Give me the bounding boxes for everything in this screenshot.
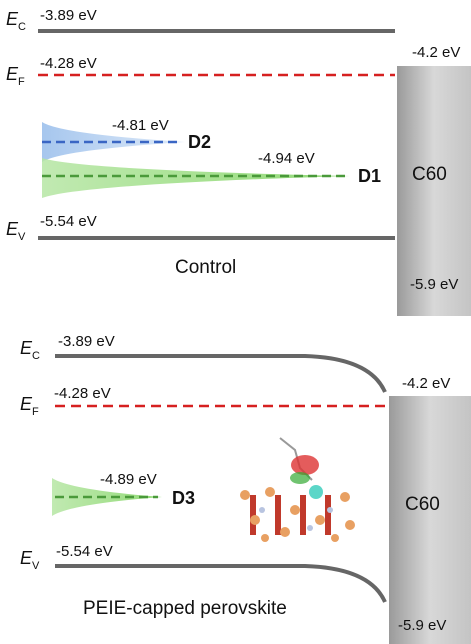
panel-caption: Control <box>175 257 236 278</box>
molecule-illustration <box>240 438 355 542</box>
panel-caption: PEIE-capped perovskite <box>83 598 287 619</box>
c60-bottom-label: -5.9 eV <box>398 617 446 634</box>
c60-bottom-label: -5.9 eV <box>410 276 458 293</box>
ev-subscript: V <box>32 560 40 572</box>
panel-peie: -4.2 eV C60 -5.9 eV E C -3.89 eV E F -4.… <box>20 333 471 644</box>
c60-top-label: -4.2 eV <box>402 375 450 392</box>
band-diagram: -4.2 eV C60 -5.9 eV E C -3.89 eV E F -4.… <box>0 0 471 644</box>
c60-top-label: -4.2 eV <box>412 44 460 61</box>
defect-d1-value: -4.94 eV <box>258 150 315 167</box>
ef-value: -4.28 eV <box>40 55 97 72</box>
c60-label: C60 <box>405 494 440 515</box>
c60-label: C60 <box>412 164 447 185</box>
ev-value: -5.54 eV <box>40 213 97 230</box>
defect-d2-value: -4.81 eV <box>112 117 169 134</box>
defect-d1-name: D1 <box>358 166 381 186</box>
ev-subscript: V <box>18 231 26 243</box>
defect-d2-name: D2 <box>188 132 211 152</box>
ec-value: -3.89 eV <box>58 333 115 350</box>
ef-value: -4.28 eV <box>54 385 111 402</box>
ef-subscript: F <box>18 76 25 88</box>
c60-block <box>389 396 471 644</box>
ef-subscript: F <box>32 406 39 418</box>
ec-subscript: C <box>18 21 26 33</box>
valence-band <box>55 566 385 602</box>
ev-value: -5.54 eV <box>56 543 113 560</box>
panel-control: -4.2 eV C60 -5.9 eV E C -3.89 eV E F -4.… <box>6 7 471 316</box>
defect-d3-value: -4.89 eV <box>100 471 157 488</box>
ec-subscript: C <box>32 350 40 362</box>
ec-value: -3.89 eV <box>40 7 97 24</box>
defect-d3-name: D3 <box>172 488 195 508</box>
